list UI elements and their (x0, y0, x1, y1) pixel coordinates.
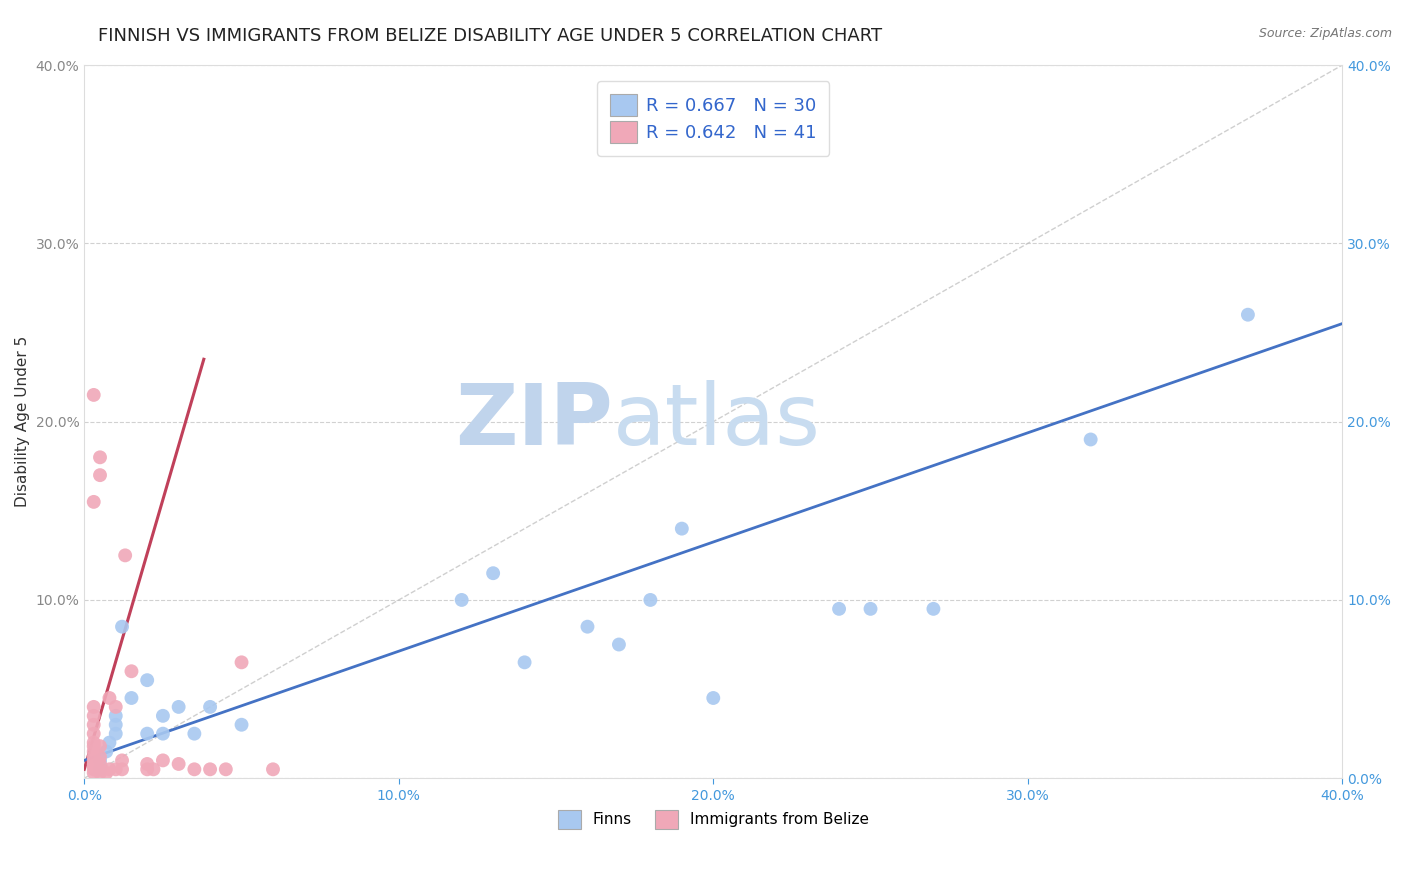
Point (104, 700, 127, 714)
Point (83, 388, 105, 402)
Point (607, 638, 630, 652)
Point (167, 756, 190, 771)
Point (89, 450, 111, 465)
Point (262, 762, 284, 776)
Point (83, 726, 105, 740)
Point (104, 717, 127, 731)
Point (89, 749, 111, 764)
Point (104, 708, 127, 723)
Point (136, 756, 159, 771)
Point (111, 620, 134, 634)
Point (111, 762, 134, 776)
Text: Source: ZipAtlas.com: Source: ZipAtlas.com (1258, 27, 1392, 40)
Point (136, 726, 159, 740)
Point (121, 665, 143, 679)
Point (828, 602, 851, 616)
Point (89, 762, 111, 776)
Point (89, 765, 111, 780)
Point (482, 566, 505, 581)
Point (111, 753, 134, 767)
Point (83, 495, 105, 509)
Point (198, 700, 221, 714)
Point (83, 762, 105, 776)
Point (83, 749, 105, 764)
Point (96, 765, 118, 780)
Point (89, 739, 111, 753)
Point (576, 620, 599, 634)
Point (215, 762, 238, 776)
Text: ZIP: ZIP (456, 380, 613, 463)
Point (1080, 433, 1102, 447)
Point (98, 735, 121, 749)
Point (114, 549, 136, 563)
Point (152, 726, 174, 740)
Point (859, 602, 882, 616)
Point (89, 468, 111, 483)
Point (98, 691, 121, 706)
Point (231, 656, 253, 670)
Text: FINNISH VS IMMIGRANTS FROM BELIZE DISABILITY AGE UNDER 5 CORRELATION CHART: FINNISH VS IMMIGRANTS FROM BELIZE DISABI… (98, 27, 883, 45)
Point (83, 753, 105, 767)
Point (83, 744, 105, 758)
Point (450, 593, 472, 607)
Point (1237, 308, 1260, 322)
Point (513, 656, 536, 670)
Point (83, 756, 105, 771)
Legend: Finns, Immigrants from Belize: Finns, Immigrants from Belize (551, 804, 875, 835)
Y-axis label: Disability Age Under 5: Disability Age Under 5 (15, 336, 30, 508)
Point (152, 708, 174, 723)
Point (702, 691, 724, 706)
Point (83, 735, 105, 749)
Point (640, 593, 662, 607)
Point (104, 726, 127, 740)
Point (83, 765, 105, 780)
Point (136, 673, 159, 688)
Point (89, 756, 111, 771)
Point (142, 762, 165, 776)
Point (152, 753, 174, 767)
Point (671, 522, 693, 536)
Point (83, 758, 105, 772)
Point (83, 739, 105, 753)
Point (83, 708, 105, 723)
Point (89, 753, 111, 767)
Point (922, 602, 945, 616)
Point (83, 717, 105, 731)
Point (98, 762, 121, 776)
Point (136, 762, 159, 776)
Point (231, 717, 253, 731)
Point (89, 762, 111, 776)
Point (96, 744, 118, 758)
Point (83, 700, 105, 714)
Point (167, 700, 190, 714)
Point (183, 762, 205, 776)
Point (121, 691, 143, 706)
Point (198, 762, 221, 776)
Point (183, 726, 205, 740)
Point (104, 762, 127, 776)
Text: atlas: atlas (613, 380, 821, 463)
